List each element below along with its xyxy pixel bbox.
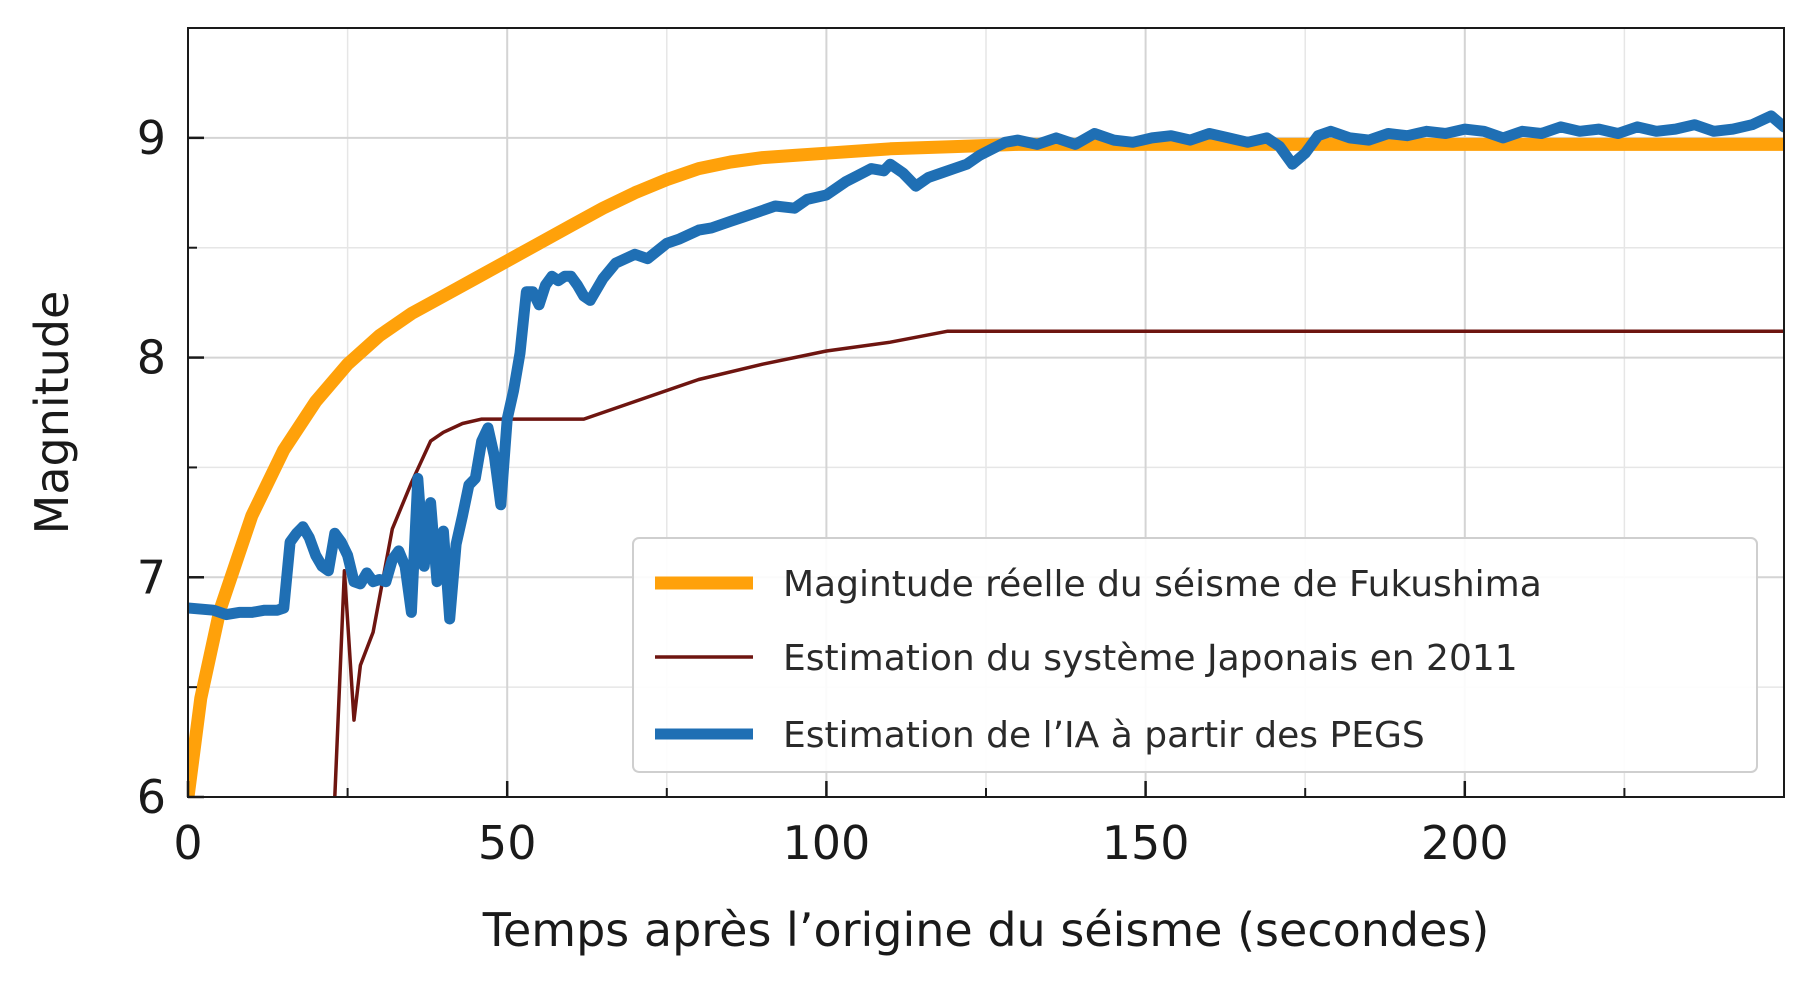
series-line-ai-estimate [188, 110, 1784, 625]
x-tick-label: 150 [1102, 816, 1190, 870]
y-axis-title: Magnitude [25, 291, 79, 535]
legend: Magintude réelle du séisme de Fukushima E… [632, 537, 1758, 773]
x-tick-label: 50 [478, 816, 537, 870]
ticks: 0 50 100 150 200 6 7 8 9 [137, 111, 1626, 870]
y-tick-label: 9 [137, 111, 166, 165]
legend-label: Estimation de l’IA à partir des PEGS [783, 715, 1425, 756]
series-line-japanese-estimate [333, 329, 1784, 797]
x-tick-label: 200 [1421, 816, 1509, 870]
y-tick-label: 7 [137, 550, 166, 604]
x-tick-label: 0 [173, 816, 202, 870]
x-axis-title: Temps après l’origine du séisme (seconde… [482, 903, 1490, 957]
legend-box [632, 537, 1758, 773]
series-layer [188, 110, 1784, 797]
legend-label: Magintude réelle du séisme de Fukushima [783, 564, 1542, 605]
y-tick-label: 8 [137, 331, 166, 385]
y-tick-label: 6 [137, 770, 166, 824]
legend-label: Estimation du système Japonais en 2011 [783, 638, 1518, 679]
x-tick-label: 100 [782, 816, 870, 870]
